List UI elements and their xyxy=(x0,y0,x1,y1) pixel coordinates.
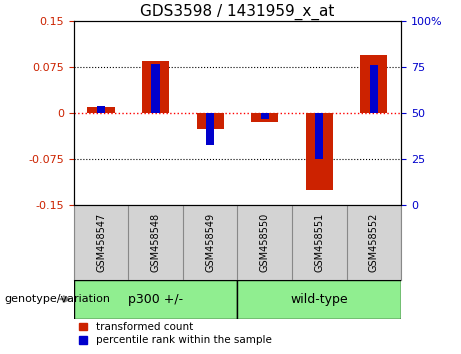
Text: p300 +/-: p300 +/- xyxy=(128,293,183,306)
Bar xyxy=(360,55,387,113)
Bar xyxy=(142,61,169,113)
Bar xyxy=(196,113,224,129)
Legend: transformed count, percentile rank within the sample: transformed count, percentile rank withi… xyxy=(79,322,272,345)
Bar xyxy=(370,65,378,113)
Title: GDS3598 / 1431959_x_at: GDS3598 / 1431959_x_at xyxy=(140,4,335,20)
Text: GSM458552: GSM458552 xyxy=(369,213,379,272)
Bar xyxy=(260,113,269,119)
Bar xyxy=(88,107,115,113)
Bar xyxy=(315,113,323,159)
Text: GSM458551: GSM458551 xyxy=(314,213,324,272)
Text: GSM458550: GSM458550 xyxy=(260,213,270,272)
Text: wild-type: wild-type xyxy=(290,293,348,306)
Text: GSM458547: GSM458547 xyxy=(96,213,106,272)
Bar xyxy=(206,113,214,144)
Bar xyxy=(251,113,278,122)
Text: genotype/variation: genotype/variation xyxy=(5,294,111,304)
Text: GSM458548: GSM458548 xyxy=(151,213,160,272)
Bar xyxy=(306,113,333,190)
Bar xyxy=(97,106,105,113)
Bar xyxy=(152,64,160,113)
Bar xyxy=(74,280,237,319)
Text: GSM458549: GSM458549 xyxy=(205,213,215,272)
Bar xyxy=(237,280,401,319)
